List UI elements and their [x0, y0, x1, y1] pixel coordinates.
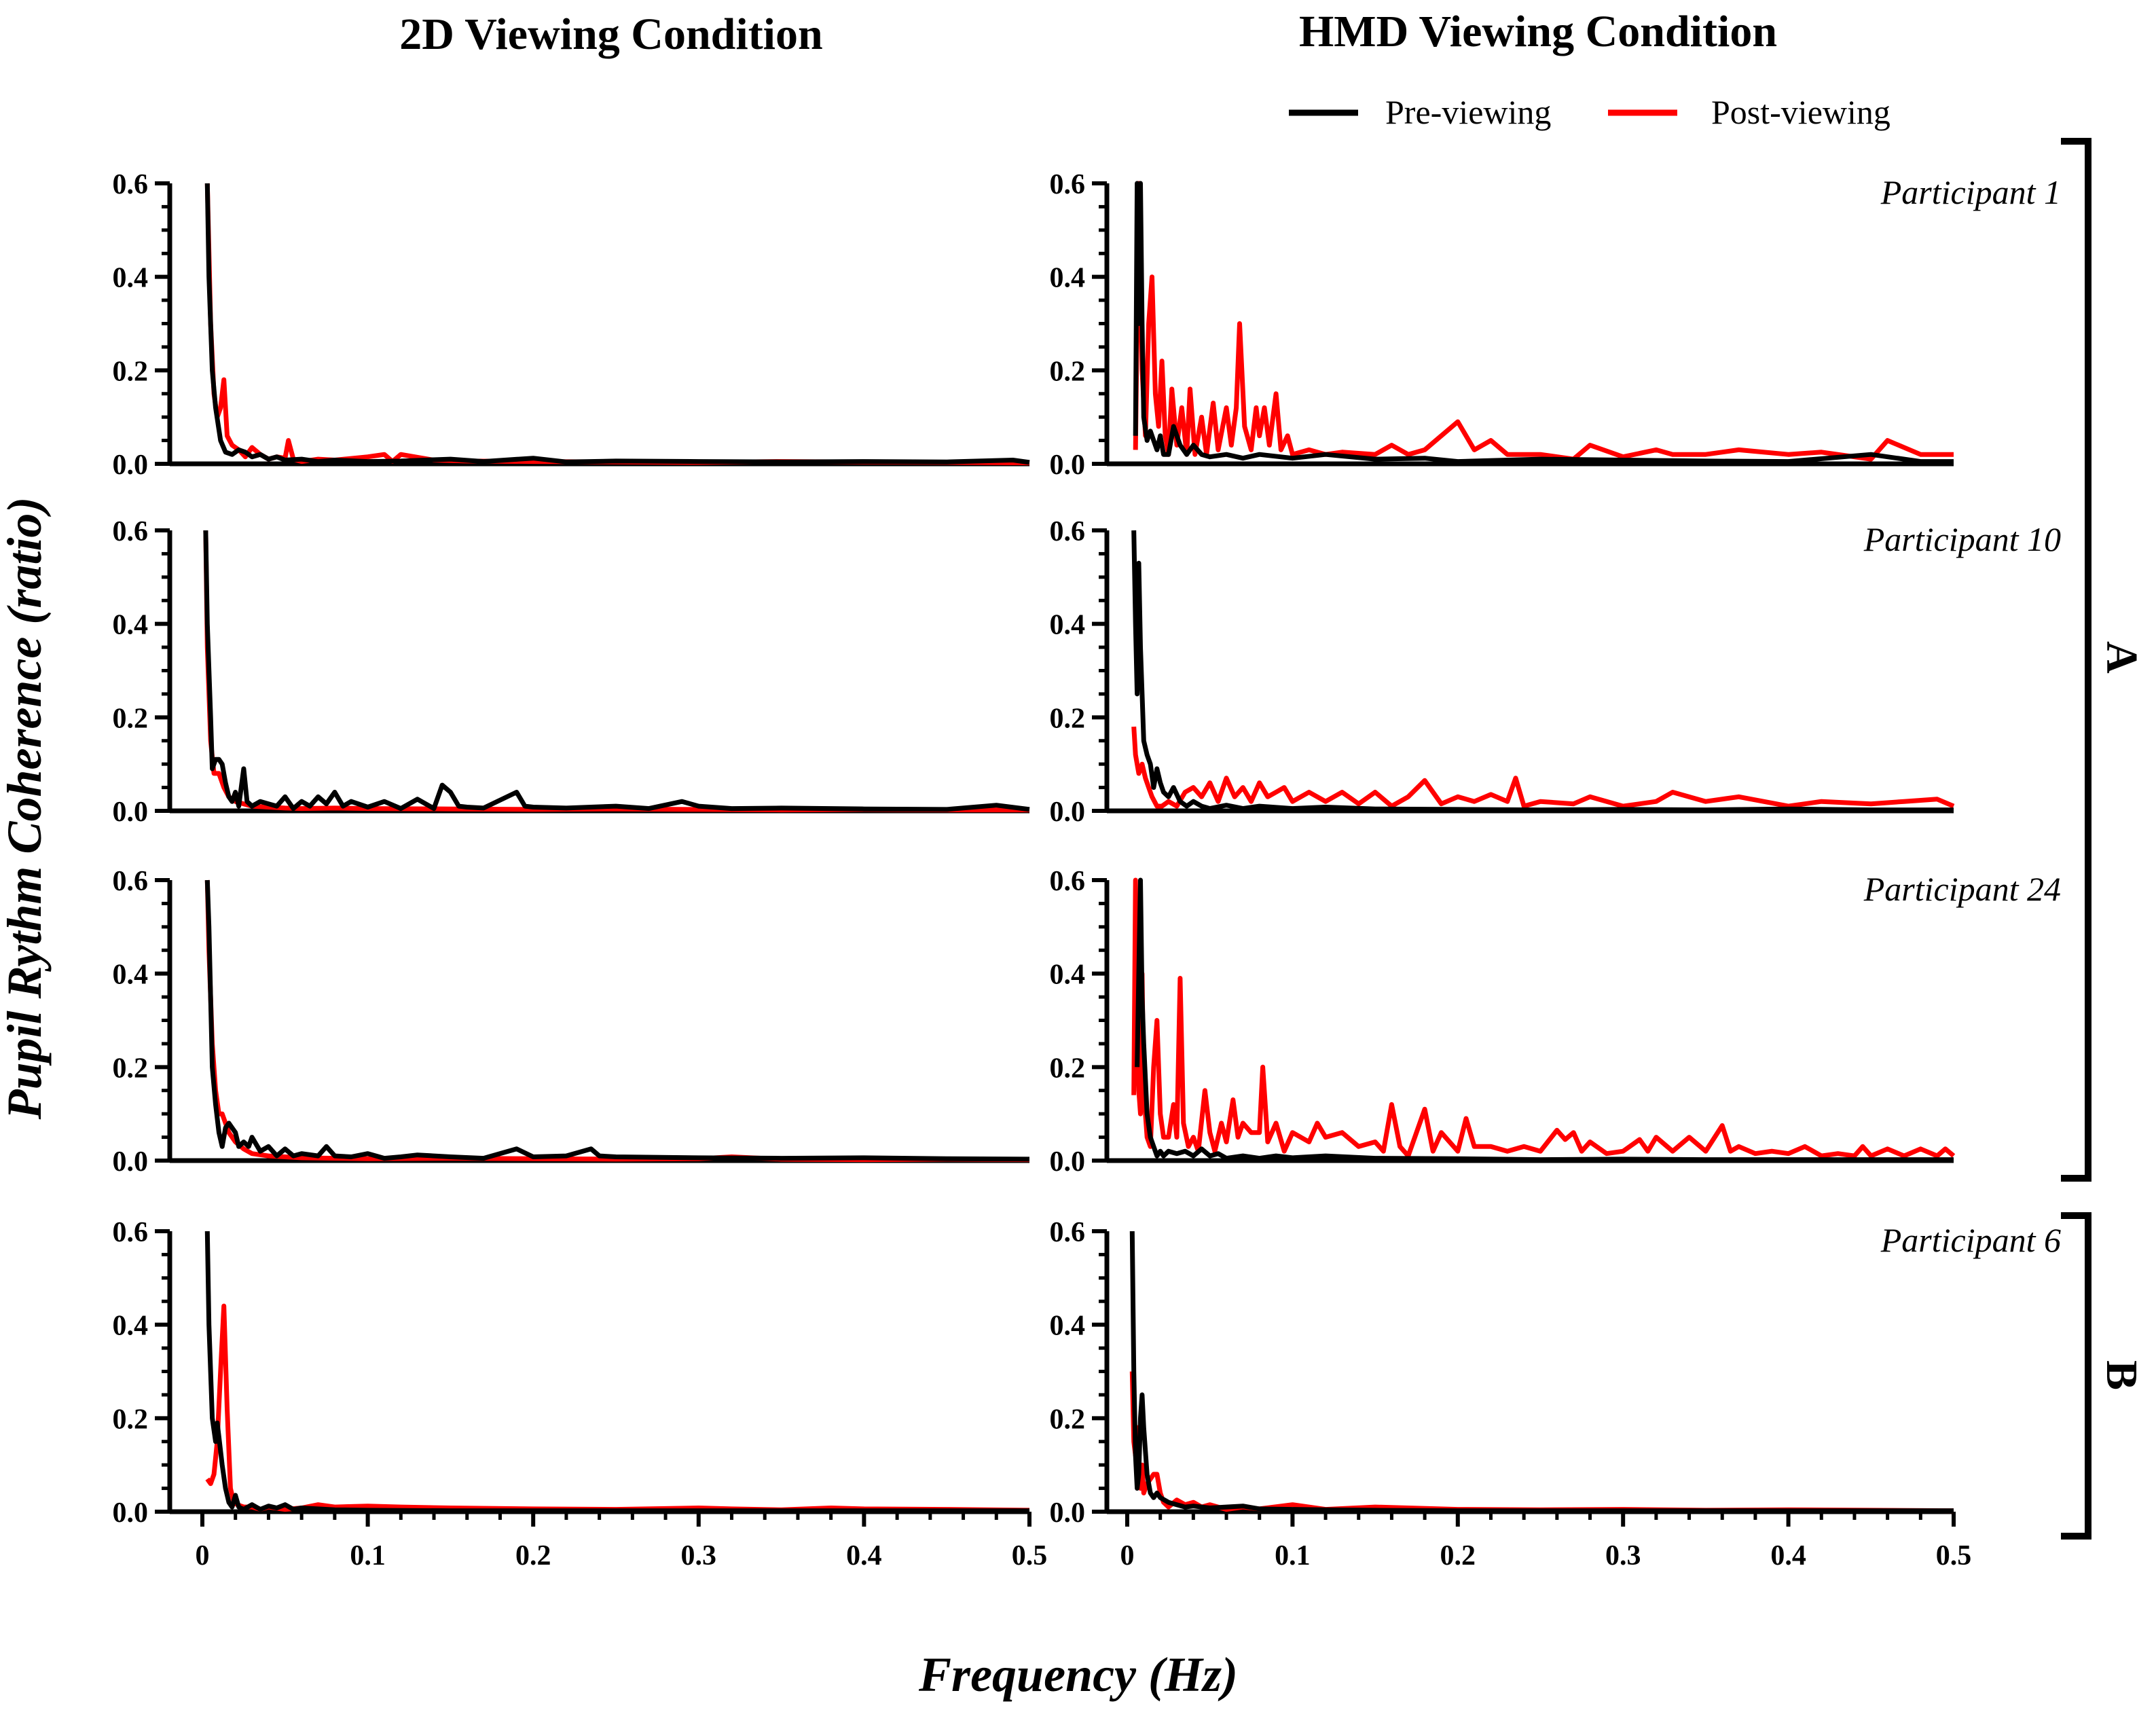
y-tick-label: 0.0: [1050, 797, 1086, 828]
y-tick-label: 0.2: [1050, 1404, 1086, 1435]
x-tick-label: 0.1: [1275, 1540, 1311, 1571]
series-line-post: [204, 879, 1030, 1163]
y-tick-label: 0.4: [1050, 1311, 1086, 1342]
x-tick-label: 0.3: [1605, 1540, 1641, 1571]
y-tick-label: 0.4: [113, 1311, 149, 1342]
series-line-post: [1129, 1371, 1954, 1514]
group-brackets: A B: [2061, 138, 2146, 1540]
series-line-pre: [204, 879, 1030, 1162]
participant-label: Participant 10: [1863, 520, 2061, 558]
x-tick-label: 0.4: [1770, 1540, 1806, 1571]
y-tick-label: 0.0: [113, 797, 149, 828]
x-tick-label: 0.2: [515, 1540, 551, 1571]
x-tick-label: 0.4: [846, 1540, 882, 1571]
panel-row1-hmd: 0.0 0.2 0.4 0.6 Participant 1: [1050, 169, 2062, 481]
participant-label: Participant 6: [1880, 1221, 2061, 1259]
y-tick-label: 0.2: [1050, 356, 1086, 387]
legend-label-pre: Pre-viewing: [1385, 93, 1551, 131]
group-label-b: B: [2097, 1360, 2146, 1390]
y-tick-label: 0.0: [1050, 1497, 1086, 1529]
x-tick-label: 0.2: [1440, 1540, 1476, 1571]
y-tick-label: 0.0: [113, 1497, 149, 1529]
x-tick-label: 0.5: [1936, 1540, 1972, 1571]
series-line-pre: [204, 183, 1030, 465]
panel-row4-hmd: 0.0 0.2 0.4 0.6 0 0.1 0.2 0.3 0.4 0.5 Participant …: [1050, 1217, 2062, 1571]
series-line-post: [203, 530, 1029, 813]
group-label-a: A: [2097, 641, 2146, 674]
series-line-post: [1131, 726, 1955, 809]
panel-row3-hmd: 0.0 0.2 0.4 0.6 Participant 24: [1050, 866, 2062, 1178]
legend: Pre-viewing Post-viewing: [1289, 93, 1890, 131]
y-tick-label: 0.4: [113, 960, 149, 991]
y-tick-label: 0.6: [113, 516, 149, 547]
series-line-pre: [1133, 181, 1954, 465]
y-tick-label: 0.6: [113, 1217, 149, 1248]
participant-label: Participant 1: [1880, 173, 2061, 211]
y-tick-label: 0.4: [1050, 263, 1086, 294]
y-tick-label: 0.6: [113, 866, 149, 897]
x-tick-label: 0: [1120, 1540, 1135, 1571]
y-tick-label: 0.6: [1050, 1217, 1086, 1248]
panel-row1-2d: 0.0 0.2 0.4 0.6: [113, 169, 1030, 481]
x-tick-label: 0: [196, 1540, 210, 1571]
y-tick-label: 0.4: [1050, 960, 1086, 991]
panel-row3-2d: 0.0 0.2 0.4 0.6: [113, 866, 1030, 1178]
y-tick-label: 0.0: [1050, 1146, 1086, 1178]
y-tick-label: 0.6: [1050, 169, 1086, 200]
series-line-pre: [203, 530, 1030, 812]
y-tick-label: 0.4: [1050, 610, 1086, 641]
y-tick-label: 0.2: [113, 356, 149, 387]
bracket-a: [2061, 138, 2091, 1182]
series-line-pre: [1129, 1231, 1954, 1514]
y-tick-label: 0.6: [1050, 516, 1086, 547]
y-tick-label: 0.2: [113, 1404, 149, 1435]
panel-row2-2d: 0.0 0.2 0.4 0.6: [113, 516, 1030, 828]
y-tick-label: 0.4: [113, 263, 149, 294]
x-tick-label: 0.3: [681, 1540, 717, 1571]
series-line-pre: [204, 1231, 1029, 1514]
y-tick-label: 0.6: [113, 169, 149, 200]
panel-row2-hmd: 0.0 0.2 0.4 0.6 Participant 10: [1050, 516, 2062, 828]
y-axis-label: Pupil Rythm Coherence (ratio): [0, 497, 52, 1121]
series-line-post: [204, 183, 1030, 466]
series-line-pre: [1131, 530, 1954, 813]
series-line-post: [1133, 181, 1954, 462]
x-tick-label: 0.5: [1012, 1540, 1048, 1571]
y-tick-label: 0.6: [1050, 866, 1086, 897]
y-tick-label: 0.2: [113, 1053, 149, 1084]
y-tick-label: 0.2: [1050, 703, 1086, 734]
y-tick-label: 0.0: [113, 1146, 149, 1178]
x-tick-label: 0.1: [350, 1540, 386, 1571]
bracket-b: [2061, 1212, 2091, 1540]
col-title-hmd: HMD Viewing Condition: [1299, 7, 1777, 56]
y-tick-label: 0.2: [1050, 1053, 1086, 1084]
y-tick-label: 0.0: [1050, 450, 1086, 481]
participant-label: Participant 24: [1863, 870, 2061, 908]
series-line-pre: [1135, 877, 1954, 1163]
y-tick-label: 0.2: [113, 703, 149, 734]
panel-row4-2d: 0.0 0.2 0.4 0.6 0 0.1 0.2 0.3 0.4 0.5: [113, 1217, 1048, 1571]
y-tick-label: 0.0: [113, 450, 149, 481]
series-line-post: [205, 1303, 1030, 1513]
y-tick-label: 0.4: [113, 610, 149, 641]
col-title-2d: 2D Viewing Condition: [399, 10, 822, 59]
x-axis-label: Frequency (Hz): [918, 1648, 1238, 1702]
legend-label-post: Post-viewing: [1711, 93, 1890, 131]
series-line-post: [1131, 877, 1956, 1159]
